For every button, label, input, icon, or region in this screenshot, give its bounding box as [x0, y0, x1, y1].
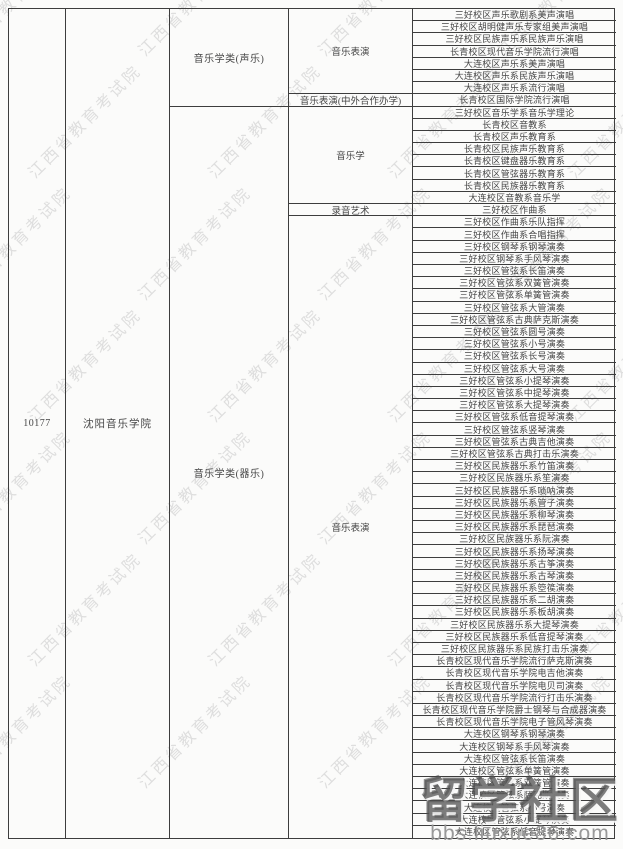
- program-cell: 三好校区民族器乐系二胡演奏: [413, 594, 616, 607]
- program-cell: 三好校区管弦系双簧管演奏: [413, 277, 616, 290]
- program-cell: 三好校区管弦系小提琴演奏: [413, 375, 616, 387]
- program-cell: 长青校区现代音乐学院爵士钢琴与合成器演奏: [413, 704, 616, 717]
- program-cell: 三好校区民族器乐系笙演奏: [413, 472, 616, 485]
- schools-table: 10177 沈阳音乐学院 音乐学类(声乐) 音乐表演 三好校区声乐歌剧系美声演唱 三好…: [8, 8, 616, 839]
- program-cell: 三好校区民族器乐系大提琴演奏: [413, 619, 616, 631]
- program-cell: 长青校区音教系: [413, 119, 616, 131]
- program-cell: 三好校区民族器乐系阮演奏: [413, 533, 616, 546]
- program-cell: 大连校区管弦系萨克斯演奏: [413, 789, 616, 802]
- program-cell: 三好校区管弦系低音提琴演奏: [413, 411, 616, 424]
- program-cell: 三好校区民族器乐系扬琴演奏: [413, 545, 616, 558]
- program-cell: 大连校区钢琴系钢琴演奏: [413, 728, 616, 741]
- program-cell: 三好校区民族器乐系箜篌演奏: [413, 582, 616, 595]
- program-cell: 三好校区民族器乐系唢呐演奏: [413, 484, 616, 497]
- program-cell: 三好校区管弦系大号演奏: [413, 363, 616, 375]
- program-cell: 长青校区民族器乐教育系: [413, 180, 616, 192]
- program-cell: 长青校区管弦器乐教育系: [413, 167, 616, 180]
- program-cell: 三好校区管弦系古典萨克斯演奏: [413, 314, 616, 326]
- program-cell: 长青校区国际学院流行演唱: [413, 94, 616, 107]
- program-cell: 三好校区民族器乐系管子演奏: [413, 497, 616, 509]
- program-cell: 长青校区现代音乐学院流行萨克斯演奏: [413, 655, 616, 668]
- school-code-cell: 10177: [9, 9, 66, 838]
- program-cell: 三好校区民族器乐系板胡演奏: [413, 606, 616, 619]
- program-cell: 三好校区管弦系单簧管演奏: [413, 289, 616, 302]
- program-cell: 长青校区民族声乐教育系: [413, 143, 616, 156]
- program-cell: 三好校区管弦系长号演奏: [413, 350, 616, 363]
- program-cell: 长青校区现代音乐学院流行打击乐演奏: [413, 692, 616, 704]
- program-cell: 三好校区管弦系长笛演奏: [413, 265, 616, 278]
- program-cell: 三好校区胡明健声乐专家组美声演唱: [413, 21, 616, 34]
- program-cell: 三好校区作曲系: [413, 204, 616, 217]
- program-cell: 大连校区声乐系美声演唱: [413, 58, 616, 70]
- major-cell: 音乐表演(中外合作办学): [289, 94, 413, 107]
- program-cell: 三好校区声乐歌剧系美声演唱: [413, 9, 616, 22]
- program-cell: 三好校区民族器乐系古琴演奏: [413, 570, 616, 582]
- program-cell: 大连校区管弦系低音提琴演奏: [454, 827, 575, 838]
- program-cell: 长青校区现代音乐学院电子管风琴演奏: [413, 716, 616, 729]
- program-cell: 三好校区民族器乐系低音提琴演奏: [413, 631, 616, 643]
- program-cell: 三好校区音乐学系音乐学理论: [413, 107, 616, 119]
- program-cell: 长青校区现代音乐学院电贝司演奏: [413, 680, 616, 692]
- major-cell: 音乐表演: [289, 216, 413, 838]
- category-cell: 音乐学类(器乐): [170, 106, 289, 838]
- program-cell: 三好校区民族声乐系民族声乐演唱: [413, 33, 616, 46]
- program-cell: 三好校区管弦系古典吉他演奏: [413, 436, 616, 448]
- program-cell: 三好校区管弦系大管演奏: [413, 302, 616, 314]
- program-cell: 三好校区管弦系圆号演奏: [413, 326, 616, 339]
- program-cell: 大连校区管弦系小提琴演奏: [413, 814, 616, 826]
- program-cell: 大连校区钢琴系手风琴演奏: [413, 740, 616, 753]
- program-cell: 长青校区现代音乐学院电吉他演奏: [413, 667, 616, 680]
- major-cell: 音乐学: [289, 106, 413, 205]
- program-cell: 三好校区管弦系小号演奏: [413, 338, 616, 351]
- program-cell: 三好校区民族器乐系柳琴演奏: [413, 509, 616, 522]
- program-cell: 三好校区管弦系大提琴演奏: [413, 399, 616, 412]
- program-cell: 三好校区民族器乐系古筝演奏: [413, 558, 616, 570]
- program-cell: 三好校区钢琴系手风琴演奏: [413, 253, 616, 265]
- program-cell: 三好校区作曲系合唱指挥: [413, 228, 616, 241]
- program-cell: 大连校区声乐系民族声乐演唱: [413, 70, 616, 83]
- category-cell: 音乐学类(声乐): [170, 9, 289, 107]
- program-cell: 三好校区民族器乐系竹笛演奏: [413, 460, 616, 473]
- school-name-cell: 沈阳音乐学院: [66, 9, 170, 838]
- program-cell: 三好校区管弦系竖琴演奏: [413, 423, 616, 436]
- program-cell: 三好校区管弦系古典打击乐演奏: [413, 448, 616, 461]
- program-cell: 大连校区管弦系长笛演奏: [413, 753, 616, 765]
- program-cell: 三好校区作曲系乐队指挥: [413, 216, 616, 229]
- program-cell: 大连校区管弦系单簧管演奏: [413, 765, 616, 778]
- program-cell: 大连校区管弦系小号演奏: [413, 801, 616, 814]
- program-cell: 三好校区民族器乐系民族打击乐演奏: [413, 643, 616, 656]
- program-cell: 三好校区管弦系中提琴演奏: [413, 387, 616, 400]
- program-cell: 大连校区声乐系流行演唱: [413, 82, 616, 95]
- program-cell: 长青校区现代音乐学院流行演唱: [413, 46, 616, 58]
- program-cell: 长青校区声乐教育系: [413, 131, 616, 144]
- program-cell: 大连校区音教系音乐学: [413, 192, 616, 205]
- program-cell: 大连校区管弦系双簧管演奏: [413, 777, 616, 790]
- major-cell: 音乐表演: [289, 9, 413, 95]
- program-cell: 长青校区键盘器乐教育系: [413, 155, 616, 168]
- program-cell: 三好校区钢琴系钢琴演奏: [413, 241, 616, 253]
- program-cell: 三好校区民族器乐系琵琶演奏: [413, 521, 616, 534]
- major-cell: 录音艺术: [289, 204, 413, 217]
